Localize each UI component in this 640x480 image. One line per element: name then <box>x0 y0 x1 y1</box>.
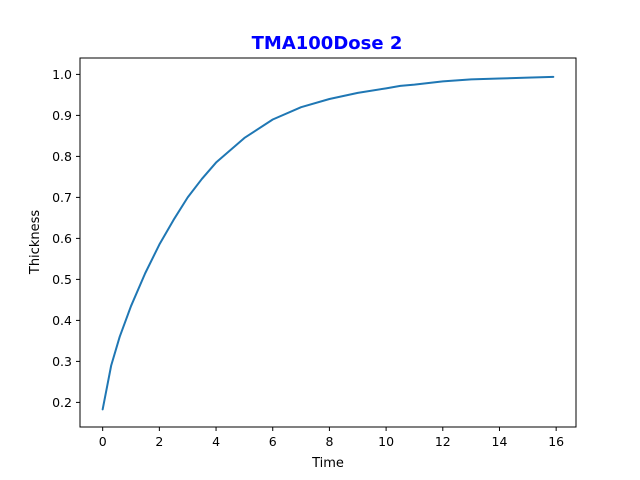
x-tick-label: 10 <box>378 434 394 449</box>
x-tick-label: 8 <box>325 434 333 449</box>
x-axis-label: Time <box>311 456 344 471</box>
x-tick-label: 16 <box>548 434 564 449</box>
series-line <box>101 75 555 411</box>
x-tick-label: 4 <box>212 434 220 449</box>
y-tick-label: 0.8 <box>52 149 72 164</box>
x-tick-label: 12 <box>435 434 451 449</box>
y-axis-label: Thickness <box>28 210 43 275</box>
x-tick-label: 6 <box>269 434 277 449</box>
y-tick-label: 0.2 <box>52 395 72 410</box>
x-tick-label: 14 <box>492 434 508 449</box>
y-tick-label: 0.4 <box>52 313 72 328</box>
y-tick-label: 0.3 <box>52 354 72 369</box>
x-tick-label: 2 <box>155 434 163 449</box>
y-tick-label: 1.0 <box>52 67 72 82</box>
y-tick-label: 0.5 <box>52 272 72 287</box>
y-tick-label: 0.7 <box>52 190 72 205</box>
plot-frame <box>79 57 577 428</box>
y-tick-label: 0.9 <box>52 108 72 123</box>
chart-title: TMA100Dose 2 <box>252 33 403 54</box>
x-tick-label: 0 <box>99 434 107 449</box>
x-axis: 0 2 4 6 8 10 12 14 16 <box>99 427 564 449</box>
y-axis: 0.2 0.3 0.4 0.5 0.6 0.7 0.8 0.9 1.0 <box>52 67 80 410</box>
y-tick-label: 0.6 <box>52 231 72 246</box>
